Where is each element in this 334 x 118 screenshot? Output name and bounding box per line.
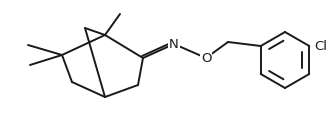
- Text: N: N: [169, 38, 179, 51]
- Text: O: O: [201, 51, 211, 65]
- Text: Cl: Cl: [315, 40, 328, 53]
